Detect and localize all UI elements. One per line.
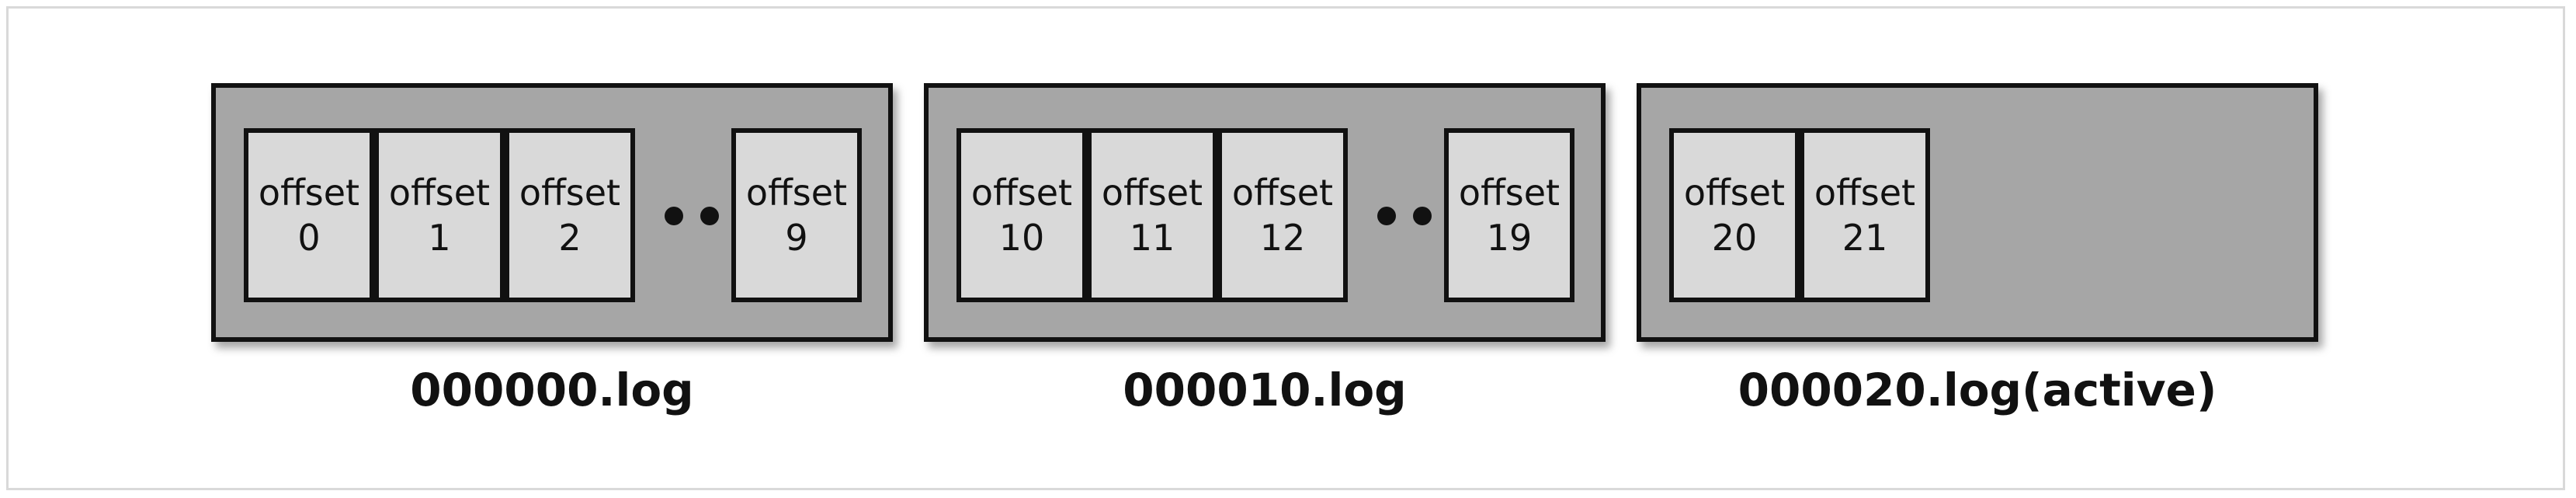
offset-number: 1 (428, 217, 451, 259)
dot (700, 207, 719, 225)
offset-number: 10 (998, 217, 1045, 259)
offset-cell: offset 20 (1669, 128, 1800, 302)
segment-file-label: 000020.log(active) (1738, 364, 2217, 416)
dot (665, 207, 683, 225)
offset-cell: offset 1 (374, 128, 505, 302)
offset-word: offset (388, 172, 491, 214)
offset-word: offset (970, 172, 1073, 214)
offset-word: offset (1458, 172, 1561, 214)
log-segment-000000: offset 0 offset 1 offset 2 offset 9 (211, 83, 893, 342)
log-segment-000020-active: offset 20 offset 21 (1637, 83, 2318, 342)
ellipsis-dots (1377, 197, 1432, 235)
offset-word: offset (1231, 172, 1334, 214)
offset-number: 0 (297, 217, 321, 259)
offset-word: offset (1814, 172, 1916, 214)
offset-number: 11 (1129, 217, 1175, 259)
offset-number: 21 (1842, 217, 1888, 259)
offset-word: offset (258, 172, 360, 214)
offset-number: 20 (1711, 217, 1758, 259)
offset-number: 19 (1486, 217, 1533, 259)
offset-cell: offset 19 (1444, 128, 1574, 302)
offset-number: 9 (785, 217, 808, 259)
offset-cell: offset 11 (1087, 128, 1217, 302)
offset-cell: offset 0 (244, 128, 374, 302)
offset-number: 2 (558, 217, 582, 259)
offset-cell: offset 2 (505, 128, 635, 302)
segment-file-label: 000010.log (1123, 364, 1407, 416)
offset-cell: offset 10 (956, 128, 1087, 302)
offset-word: offset (745, 172, 848, 214)
ellipsis-dots (665, 197, 719, 235)
offset-word: offset (1683, 172, 1786, 214)
offset-word: offset (519, 172, 621, 214)
offset-word: offset (1101, 172, 1203, 214)
dot (1413, 207, 1432, 225)
offset-cell: offset 21 (1800, 128, 1930, 302)
offset-cell: offset 9 (731, 128, 862, 302)
offset-number: 12 (1259, 217, 1306, 259)
dot (1377, 207, 1396, 225)
offset-cell: offset 12 (1217, 128, 1348, 302)
segment-file-label: 000000.log (410, 364, 694, 416)
log-segment-000010: offset 10 offset 11 offset 12 offset 19 (924, 83, 1606, 342)
